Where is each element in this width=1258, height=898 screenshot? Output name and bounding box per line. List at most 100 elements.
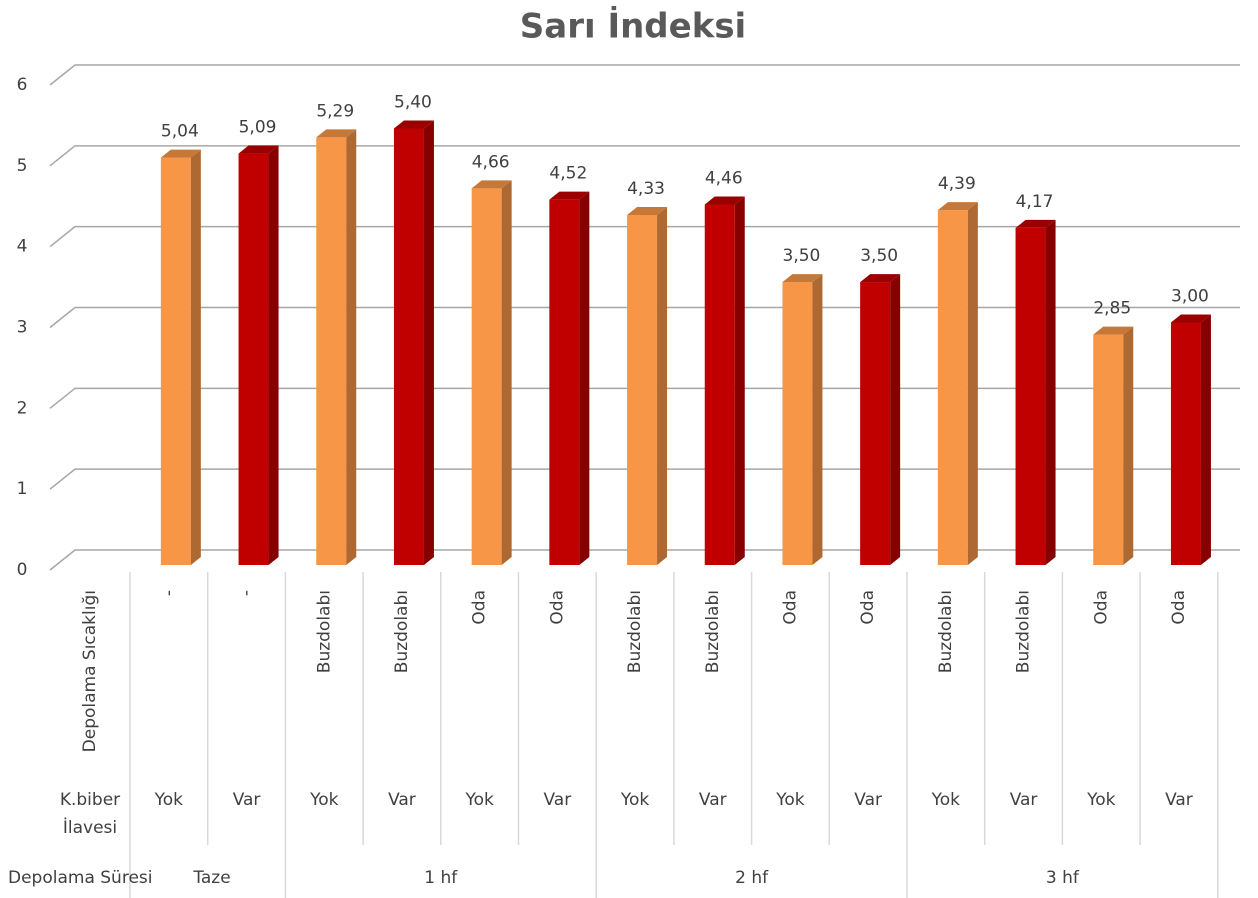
level-name: Depolama Sıcaklığı — [80, 590, 100, 752]
x-tick-label: Buzdolabı — [625, 590, 645, 673]
data-label: 5,29 — [316, 101, 354, 121]
x-tick-label: Buzdolabı — [703, 590, 723, 673]
grid-line — [49, 64, 1240, 86]
bar-top — [1170, 314, 1211, 323]
y-tick-label: 0 — [17, 560, 28, 580]
bar-top — [160, 149, 201, 158]
level-name: K.biber İlavesi — [60, 790, 120, 838]
x-tick-label: Yok — [931, 790, 961, 810]
group-label: 1 hf — [424, 868, 458, 888]
data-label: 2,85 — [1093, 299, 1131, 319]
bar-side — [190, 149, 201, 565]
grid-line — [49, 225, 1240, 248]
data-label: 3,50 — [783, 246, 821, 266]
y-tick-label: 4 — [17, 237, 28, 257]
y-tick-label: 2 — [17, 398, 28, 418]
bar — [393, 128, 424, 565]
bar — [782, 282, 813, 565]
bar-top — [471, 180, 512, 189]
x-tick-label: Var — [388, 790, 416, 810]
y-tick-label: 5 — [17, 156, 28, 176]
bar — [860, 282, 891, 565]
x-tick-label: Oda — [470, 590, 490, 625]
bar-top — [393, 120, 434, 129]
grid-line — [49, 468, 1240, 490]
x-tick-label: Buzdolabı — [936, 590, 956, 673]
data-label: 4,46 — [705, 168, 743, 188]
bar-side — [268, 145, 279, 565]
x-tick-label: Buzdolabı — [392, 590, 412, 673]
bar — [160, 157, 191, 565]
x-tick-label: Yok — [775, 790, 805, 810]
x-tick-label: Yok — [154, 790, 184, 810]
bar-top — [937, 202, 978, 211]
y-tick-label: 6 — [17, 75, 28, 95]
group-label: 2 hf — [735, 868, 769, 888]
x-tick-label: Var — [1165, 790, 1193, 810]
x-tick-label: Oda — [1169, 590, 1189, 625]
data-label: 5,40 — [394, 93, 432, 113]
bar — [471, 188, 502, 566]
bar-top — [1093, 326, 1134, 335]
data-label: 4,66 — [472, 152, 510, 172]
bar — [238, 153, 269, 565]
bar — [1093, 334, 1124, 565]
data-label: 4,39 — [938, 174, 976, 194]
x-tick-label: - — [237, 590, 257, 596]
bar-side — [579, 191, 590, 565]
x-tick-label: Oda — [858, 590, 878, 625]
bar-side — [1123, 326, 1134, 565]
x-tick-label: Var — [1010, 790, 1038, 810]
level-name: Depolama Süresi — [8, 868, 152, 888]
data-label: 4,52 — [549, 164, 587, 184]
x-tick-label: Yok — [1086, 790, 1116, 810]
bar — [704, 204, 735, 565]
bar — [937, 210, 968, 565]
bar-side — [1045, 219, 1056, 566]
bar-side — [1200, 314, 1211, 565]
grid-line — [49, 549, 1240, 571]
bar-side — [967, 202, 978, 565]
x-tick-label: Oda — [547, 590, 567, 625]
bar-top — [316, 129, 357, 138]
data-label: 4,33 — [627, 179, 665, 199]
bar-top — [1015, 219, 1056, 228]
x-tick-label: Buzdolabı — [1014, 590, 1034, 673]
bar — [549, 199, 580, 565]
data-label: 3,50 — [860, 246, 898, 266]
x-tick-label: Oda — [780, 590, 800, 625]
bar-top — [627, 206, 668, 215]
x-tick-label: Yok — [309, 790, 339, 810]
data-label: 5,09 — [239, 118, 277, 138]
bar-side — [423, 120, 434, 565]
bar-side — [346, 129, 357, 565]
y-tick-label: 1 — [17, 479, 28, 499]
data-label: 5,04 — [161, 122, 199, 142]
bar-top — [782, 274, 823, 283]
x-tick-label: Var — [854, 790, 882, 810]
bar-top — [860, 274, 901, 283]
grid-line — [49, 306, 1240, 329]
x-tick-label: Yok — [620, 790, 650, 810]
chart-title: Sarı İndeksi — [520, 6, 746, 47]
grid-line — [49, 387, 1240, 409]
bar-side — [657, 206, 668, 565]
bar-side — [501, 180, 512, 566]
x-tick-label: Var — [543, 790, 571, 810]
bar-top — [704, 196, 745, 205]
data-label: 3,00 — [1171, 287, 1209, 307]
group-label: Taze — [192, 868, 230, 888]
x-tick-label: Var — [699, 790, 727, 810]
x-tick-label: - — [159, 590, 179, 596]
bar-top — [549, 191, 590, 200]
bar — [316, 137, 347, 565]
x-tick-label: Oda — [1091, 590, 1111, 625]
bar-side — [734, 196, 745, 565]
x-tick-label: Buzdolabı — [314, 590, 334, 673]
data-label: 4,17 — [1016, 192, 1054, 212]
bar-side — [890, 274, 901, 565]
bar-top — [238, 145, 279, 154]
bar-side — [812, 274, 823, 565]
bar — [1015, 227, 1046, 566]
group-label: 3 hf — [1046, 868, 1080, 888]
